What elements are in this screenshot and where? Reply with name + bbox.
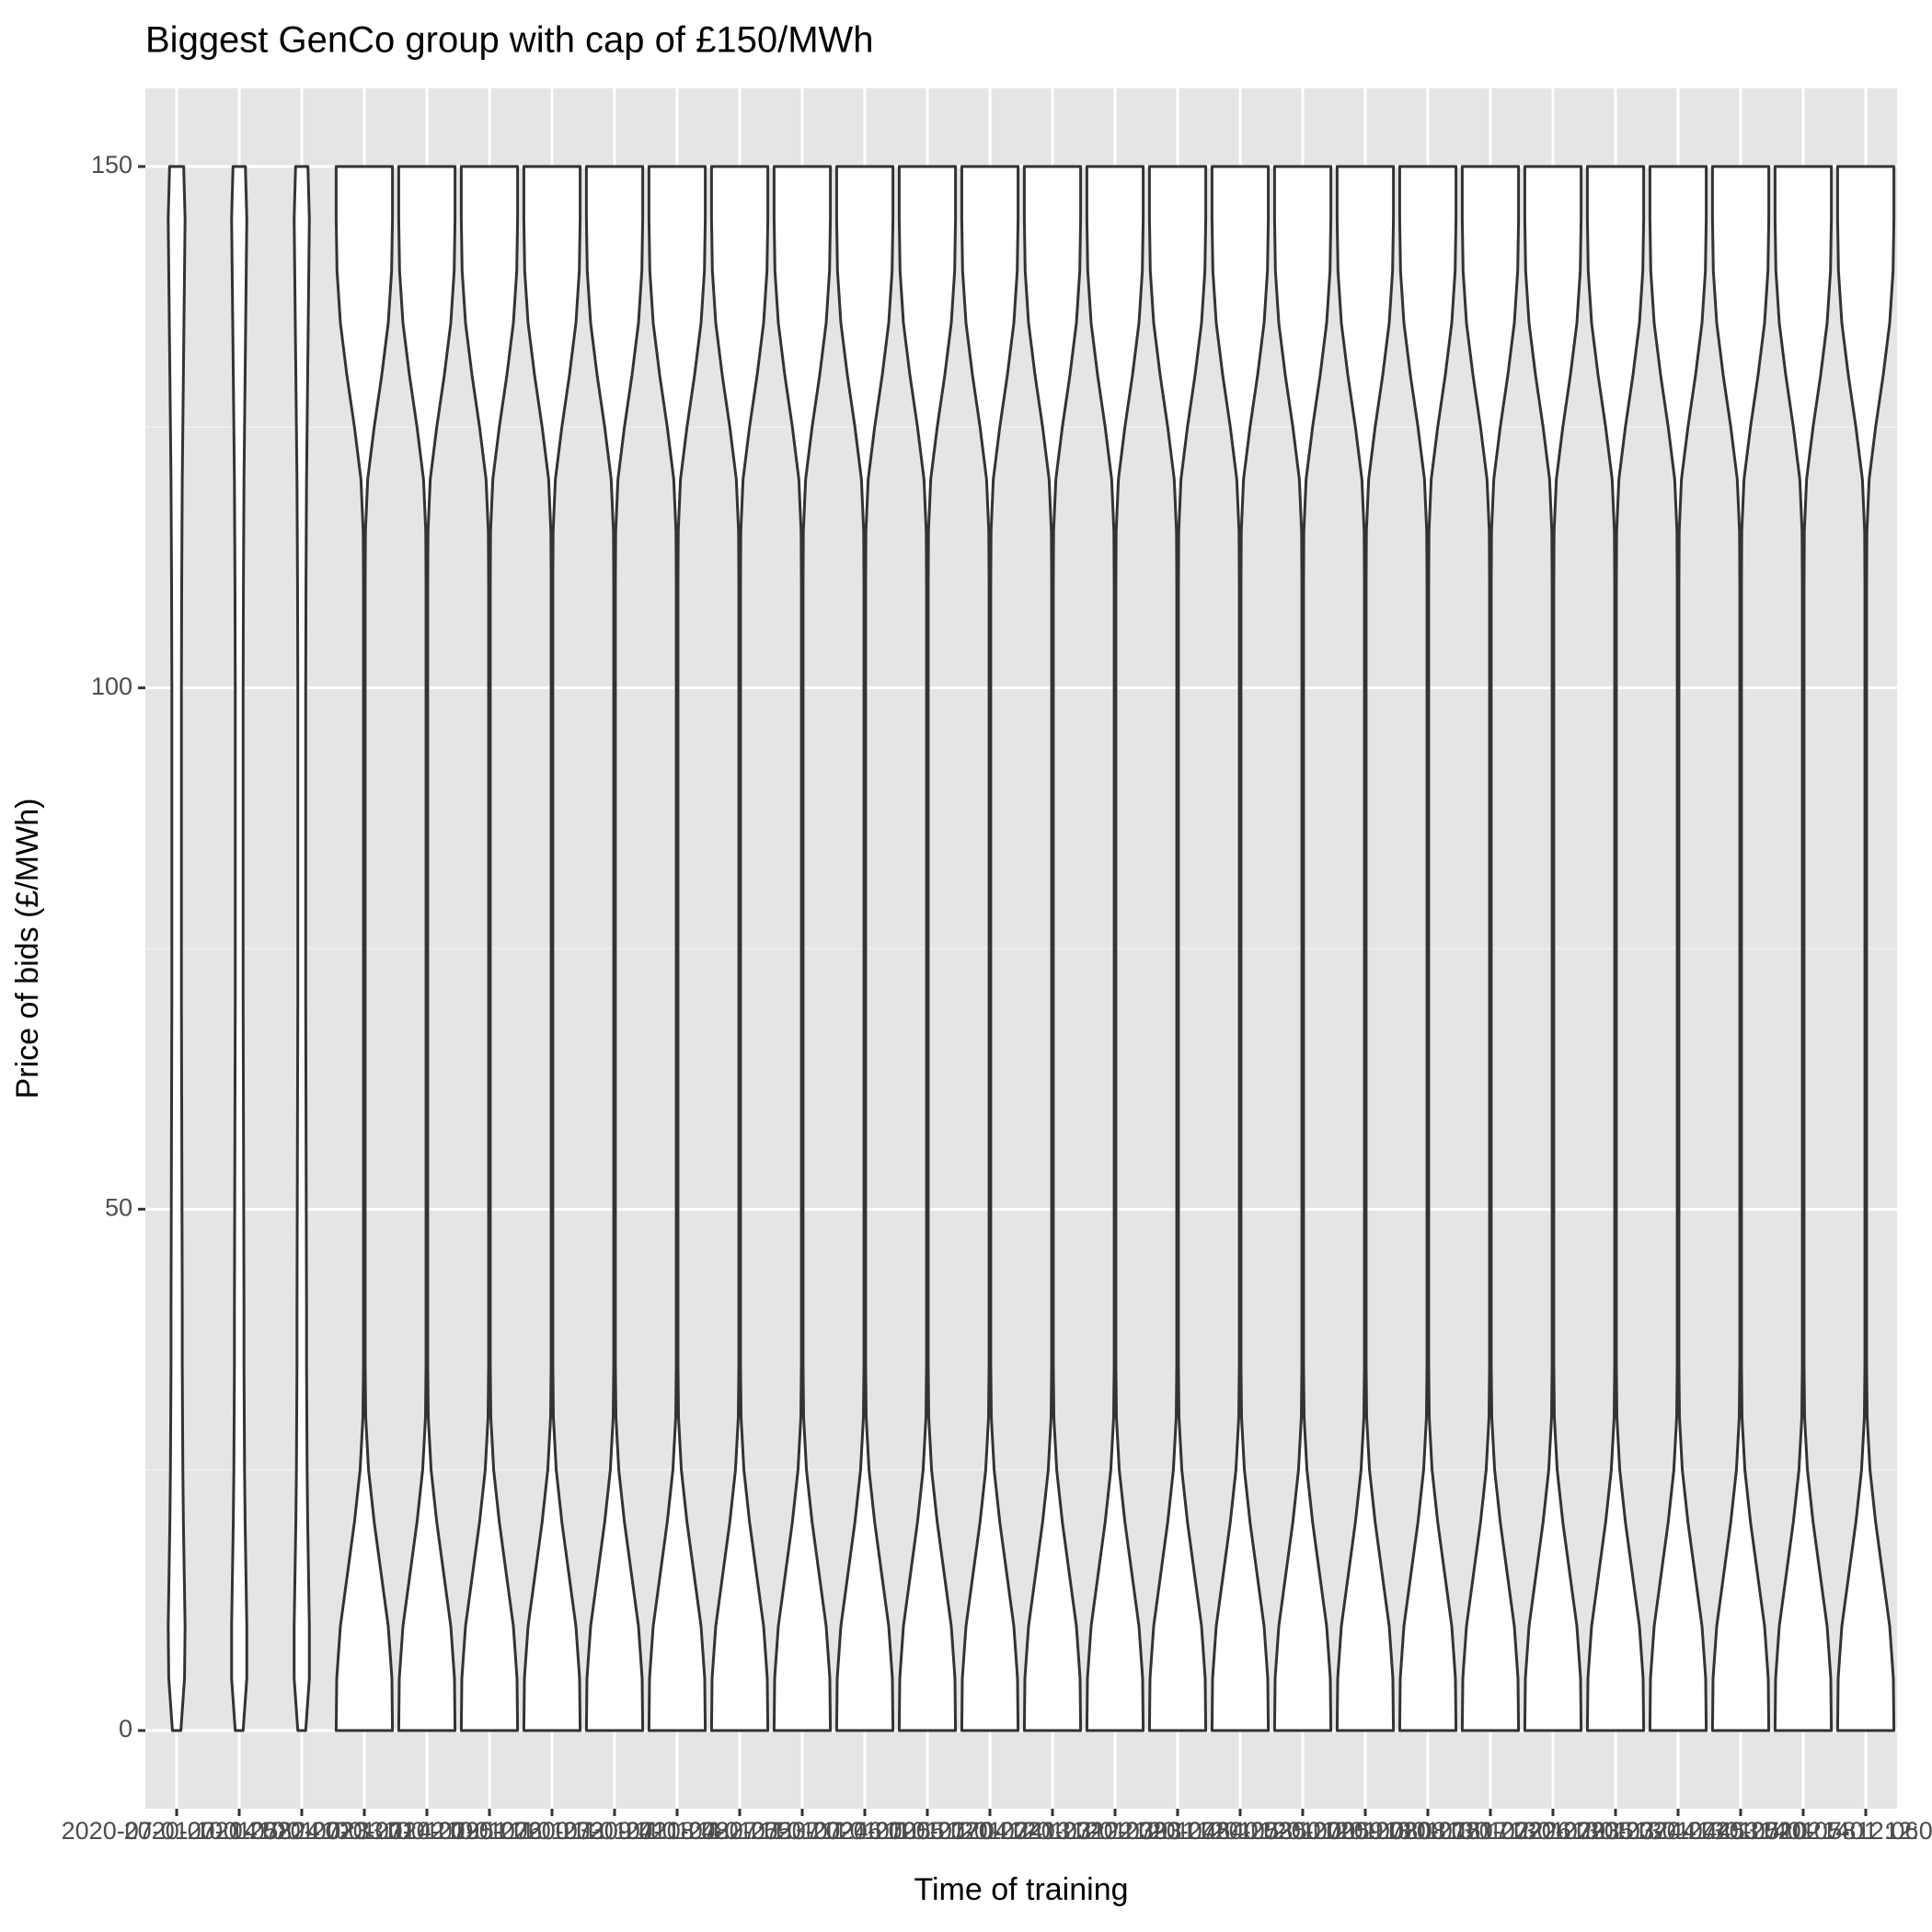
violin [772,165,833,1732]
violin [459,165,520,1732]
violin [230,165,248,1732]
x-tick-label: 2020-07-01 12:59:08 [1188,1817,1419,1845]
violin [584,165,645,1732]
violin [1147,165,1208,1732]
x-axis-title: Time of training [914,1872,1128,1907]
violin [522,165,582,1732]
x-tick-label: 2020-07-01 14:02:58 [1626,1817,1857,1845]
violin [1585,165,1646,1732]
violin [1210,165,1271,1732]
x-tick-label: 2020-07-01 13:26:29 [1375,1817,1606,1845]
x-tick-label: 2020-07-01 11:09:41 [438,1817,667,1845]
x-tick-label: 2020-07-01 10:24:02 [124,1817,355,1845]
y-tick-label: 150 [91,151,132,178]
x-tick-label: 2020-07-01 12:50:00 [1125,1817,1356,1845]
x-tick-label: 2020-07-01 14:12:06 [1688,1817,1919,1845]
x-tick-label: 2020-07-01 11:55:17 [751,1817,980,1845]
violin [1397,165,1458,1732]
violin [397,165,457,1732]
x-tick-label: 2020-07-01 13:08:15 [1250,1817,1481,1845]
x-tick-label: 2020-07-01 12:04:24 [812,1817,1043,1845]
violin [334,165,395,1732]
y-axis-title: Price of bids (£/MWh) [10,799,45,1099]
x-tick-label: 2020-07-01 11:46:10 [688,1817,917,1845]
violin [1835,165,1896,1732]
violin [1022,165,1083,1732]
violin [1272,165,1333,1732]
x-tick-label: 2020-07-01 12:13:31 [875,1817,1106,1845]
violin [167,165,187,1732]
violin [1710,165,1771,1732]
x-tick-label: 2020-07-01 12:08:18 [1751,1817,1932,1845]
violin [1648,165,1708,1732]
x-tick-label: 2020-07-01 12:22:39 [937,1817,1168,1845]
x-tick-label: 2020-07-01 10:14:58 [62,1817,293,1845]
x-tick-label: 2020-07-01 13:44:44 [1501,1817,1731,1845]
violin [1085,165,1145,1732]
violin [709,165,770,1732]
violin [293,165,311,1732]
violin [647,165,707,1732]
violin [897,165,958,1732]
x-tick-label: 2020-07-01 12:31:46 [1000,1817,1231,1845]
x-tick-label: 2020-07-01 10:51:26 [312,1817,543,1845]
x-tick-label: 2020-07-01 10:33:11 [188,1817,417,1845]
x-tick-label: 2020-07-01 11:18:48 [500,1817,730,1845]
x-tick-label: 2020-07-01 11:27:55 [563,1817,792,1845]
x-tick-label: 2020-07-01 12:40:53 [1063,1817,1294,1845]
chart-title: Biggest GenCo group with cap of £150/MWh [145,20,874,61]
y-tick-label: 0 [119,1715,132,1742]
y-tick-label: 50 [105,1193,132,1221]
violin [1335,165,1396,1732]
violin [1460,165,1521,1732]
violin [960,165,1020,1732]
x-tick-label: 2020-07-01 11:00:33 [375,1817,604,1845]
x-tick-label: 2020-07-01 10:42:19 [249,1817,480,1845]
violin [834,165,895,1732]
x-tick-label: 2020-07-01 13:35:37 [1438,1817,1669,1845]
x-tick-label: 2020-07-01 13:17:22 [1313,1817,1544,1845]
violin [1773,165,1834,1732]
y-tick-label: 100 [91,673,132,700]
x-tick-label: 2020-07-01 11:37:02 [626,1817,855,1845]
violin [1523,165,1583,1732]
x-tick-label: 2020-07-01 13:53:51 [1563,1817,1794,1845]
